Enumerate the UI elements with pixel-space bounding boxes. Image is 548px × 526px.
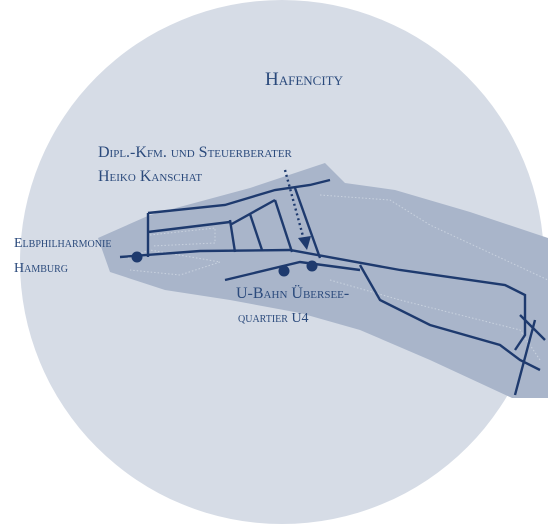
pointer-arrow	[283, 169, 306, 241]
district-area	[98, 163, 548, 398]
arrow-head	[298, 236, 311, 250]
ubahn-label: U-Bahn Übersee-	[236, 284, 349, 302]
outlines	[127, 194, 548, 361]
elbphilharmonie-marker	[131, 251, 143, 263]
ubahn-marker	[278, 265, 290, 277]
office-marker	[306, 260, 318, 272]
elbphilharmonie-label: Elbphilharmonie	[14, 236, 111, 251]
office-label: Heiko Kanschat	[98, 168, 202, 185]
office-label: Dipl.-Kfm. und Steuerberater	[98, 144, 293, 161]
district-label: Hafencity	[265, 69, 344, 90]
elbphilharmonie-label: Hamburg	[14, 261, 68, 276]
streets	[119, 178, 546, 396]
ubahn-label: quartier U4	[238, 311, 309, 326]
